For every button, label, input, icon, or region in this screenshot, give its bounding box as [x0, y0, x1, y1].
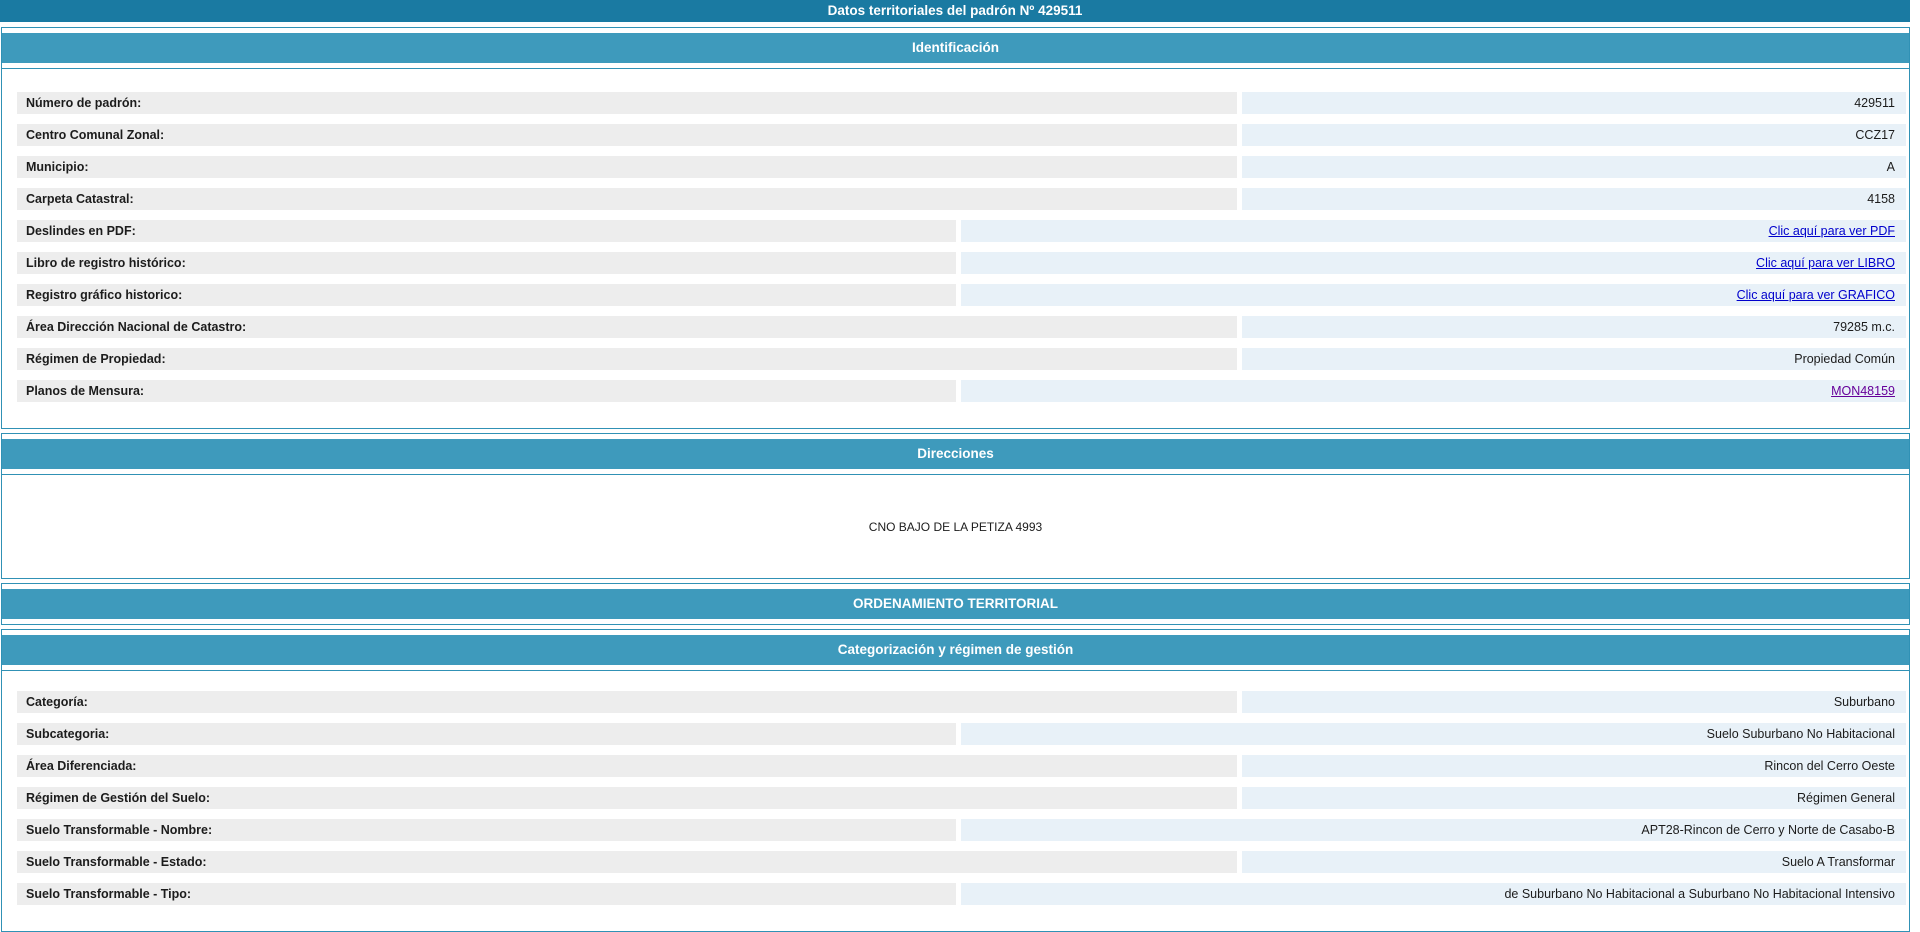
deslindes-pdf-label: Deslindes en PDF:	[17, 220, 956, 242]
centro-comunal-zonal-label: Centro Comunal Zonal:	[17, 124, 1238, 146]
numero-padron-label: Número de padrón:	[17, 92, 1238, 114]
suelo-transformable-tipo-value: de Suburbano No Habitacional a Suburbano…	[960, 883, 1906, 905]
subcategoria-label: Subcategoria:	[17, 723, 956, 745]
row-municipio: Municipio: A	[17, 156, 1906, 178]
row-area-dnc: Área Dirección Nacional de Catastro: 792…	[17, 316, 1906, 338]
section-direcciones: Direcciones CNO BAJO DE LA PETIZA 4993	[1, 433, 1910, 579]
section-header-categorizacion: Categorización y régimen de gestión	[2, 635, 1909, 665]
section-categorizacion: Categorización y régimen de gestión Cate…	[1, 629, 1910, 932]
regimen-gestion-suelo-value: Régimen General	[1242, 787, 1906, 809]
row-registro-grafico-historico: Registro gráfico historico: Clic aquí pa…	[17, 284, 1906, 306]
row-numero-padron: Número de padrón: 429511	[17, 92, 1906, 114]
categoria-value: Suburbano	[1242, 691, 1906, 713]
row-planos-mensura: Planos de Mensura: MON48159	[17, 380, 1906, 402]
area-dnc-value: 79285 m.c.	[1242, 316, 1906, 338]
planos-mensura-value: MON48159	[960, 380, 1906, 402]
ver-libro-link[interactable]: Clic aquí para ver LIBRO	[1756, 256, 1895, 270]
suelo-transformable-tipo-label: Suelo Transformable - Tipo:	[17, 883, 956, 905]
section-header-direcciones: Direcciones	[2, 439, 1909, 469]
section-ordenamiento: ORDENAMIENTO TERRITORIAL	[1, 583, 1910, 625]
regimen-gestion-suelo-label: Régimen de Gestión del Suelo:	[17, 787, 1238, 809]
page-title: Datos territoriales del padrón Nº 429511	[0, 0, 1910, 22]
ver-pdf-link[interactable]: Clic aquí para ver PDF	[1768, 224, 1895, 238]
row-suelo-transformable-nombre: Suelo Transformable - Nombre: APT28-Rinc…	[17, 819, 1906, 841]
direcciones-body: CNO BAJO DE LA PETIZA 4993	[2, 474, 1909, 578]
area-diferenciada-value: Rincon del Cerro Oeste	[1242, 755, 1906, 777]
area-dnc-label: Área Dirección Nacional de Catastro:	[17, 316, 1238, 338]
regimen-propiedad-value: Propiedad Común	[1242, 348, 1906, 370]
centro-comunal-zonal-value: CCZ17	[1242, 124, 1906, 146]
subcategoria-value: Suelo Suburbano No Habitacional	[960, 723, 1906, 745]
row-centro-comunal-zonal: Centro Comunal Zonal: CCZ17	[17, 124, 1906, 146]
row-deslindes-pdf: Deslindes en PDF: Clic aquí para ver PDF	[17, 220, 1906, 242]
suelo-transformable-nombre-label: Suelo Transformable - Nombre:	[17, 819, 956, 841]
suelo-transformable-estado-label: Suelo Transformable - Estado:	[17, 851, 1238, 873]
plano-mensura-link[interactable]: MON48159	[1831, 384, 1895, 398]
deslindes-pdf-value: Clic aquí para ver PDF	[960, 220, 1906, 242]
libro-registro-historico-label: Libro de registro histórico:	[17, 252, 956, 274]
row-regimen-propiedad: Régimen de Propiedad: Propiedad Común	[17, 348, 1906, 370]
municipio-label: Municipio:	[17, 156, 1238, 178]
row-carpeta-catastral: Carpeta Catastral: 4158	[17, 188, 1906, 210]
regimen-propiedad-label: Régimen de Propiedad:	[17, 348, 1238, 370]
carpeta-catastral-value: 4158	[1242, 188, 1906, 210]
row-area-diferenciada: Área Diferenciada: Rincon del Cerro Oest…	[17, 755, 1906, 777]
identificacion-rows: Número de padrón: 429511 Centro Comunal …	[2, 68, 1909, 428]
section-header-identificacion: Identificación	[2, 33, 1909, 63]
row-categoria: Categoría: Suburbano	[17, 691, 1906, 713]
row-subcategoria: Subcategoria: Suelo Suburbano No Habitac…	[17, 723, 1906, 745]
registro-grafico-historico-value: Clic aquí para ver GRAFICO	[960, 284, 1906, 306]
categoria-label: Categoría:	[17, 691, 1238, 713]
row-suelo-transformable-estado: Suelo Transformable - Estado: Suelo A Tr…	[17, 851, 1906, 873]
libro-registro-historico-value: Clic aquí para ver LIBRO	[960, 252, 1906, 274]
planos-mensura-label: Planos de Mensura:	[17, 380, 956, 402]
suelo-transformable-estado-value: Suelo A Transformar	[1242, 851, 1906, 873]
carpeta-catastral-label: Carpeta Catastral:	[17, 188, 1238, 210]
suelo-transformable-nombre-value: APT28-Rincon de Cerro y Norte de Casabo-…	[960, 819, 1906, 841]
municipio-value: A	[1242, 156, 1906, 178]
row-regimen-gestion-suelo: Régimen de Gestión del Suelo: Régimen Ge…	[17, 787, 1906, 809]
numero-padron-value: 429511	[1242, 92, 1906, 114]
section-header-ordenamiento: ORDENAMIENTO TERRITORIAL	[2, 589, 1909, 619]
section-identificacion: Identificación Número de padrón: 429511 …	[1, 27, 1910, 429]
ver-grafico-link[interactable]: Clic aquí para ver GRAFICO	[1736, 288, 1895, 302]
row-libro-registro-historico: Libro de registro histórico: Clic aquí p…	[17, 252, 1906, 274]
area-diferenciada-label: Área Diferenciada:	[17, 755, 1238, 777]
categorizacion-rows: Categoría: Suburbano Subcategoria: Suelo…	[2, 670, 1909, 931]
registro-grafico-historico-label: Registro gráfico historico:	[17, 284, 956, 306]
address-text: CNO BAJO DE LA PETIZA 4993	[868, 519, 1043, 534]
row-suelo-transformable-tipo: Suelo Transformable - Tipo: de Suburbano…	[17, 883, 1906, 905]
